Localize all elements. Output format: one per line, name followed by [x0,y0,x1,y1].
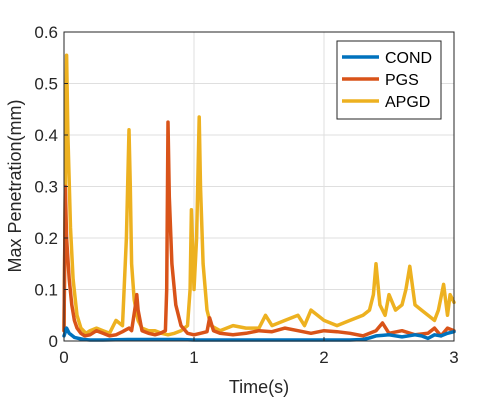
series-line-pgs [62,120,456,338]
legend-label: APGD [385,94,430,111]
x-tick-label: 3 [449,348,458,367]
x-tick-label: 0 [59,348,68,367]
legend-box [336,40,442,120]
legend-label: COND [385,50,432,67]
y-axis-title: Max Penetration(mm) [5,99,25,272]
y-tick-label: 0.3 [34,178,58,197]
x-tick-label: 1 [189,348,198,367]
legend: COND PGS APGD [336,40,442,120]
legend-label: PGS [385,72,419,89]
x-axis-title: Time(s) [229,377,289,397]
y-tick-label: 0.2 [34,229,58,248]
y-tick-label: 0.5 [34,75,58,94]
series-line-cond [62,326,456,342]
x-tick-label: 2 [319,348,328,367]
series-lines [62,53,456,342]
y-tick-label: 0 [49,332,58,351]
y-tick-label: 0.4 [34,126,58,145]
axis-ticks: 0 1 2 3 0 0.1 0.2 0.3 0.4 0.5 0.6 [34,23,458,367]
y-tick-label: 0.1 [34,281,58,300]
y-tick-label: 0.6 [34,23,58,42]
series-line-apgd [62,53,456,337]
